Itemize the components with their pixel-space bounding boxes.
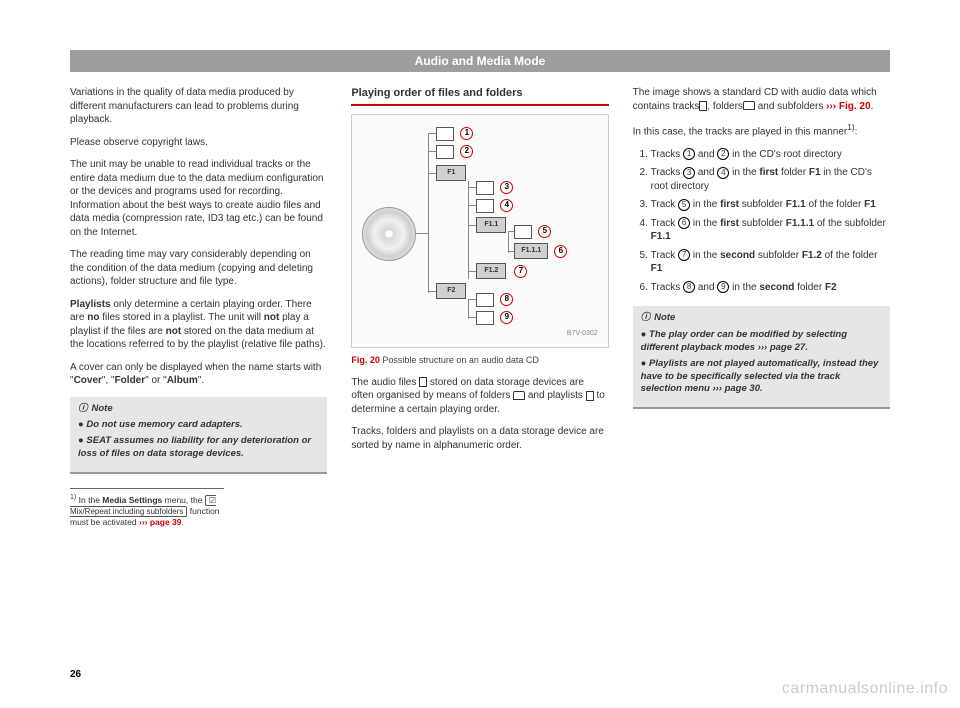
paragraph: The reading time may vary considerably d…	[70, 248, 327, 289]
figure: 1 2 F1 3 4 F1.1 5 F1.1.1 6	[351, 114, 608, 348]
callout-4: 4	[500, 199, 513, 212]
folder-node: F1.1	[476, 217, 506, 233]
track-node	[476, 199, 494, 213]
folder-node: F1.1.1	[514, 243, 548, 259]
num-circle: 7	[678, 249, 690, 261]
paragraph: Please observe copyright laws.	[70, 136, 327, 150]
callout-3: 3	[500, 181, 513, 194]
note-box: ⓘ Note ● Do not use memory card adapters…	[70, 397, 327, 474]
paragraph: Variations in the quality of data media …	[70, 86, 327, 127]
callout-5: 5	[538, 225, 551, 238]
folder-icon	[513, 391, 525, 400]
watermark: carmanualsonline.info	[782, 680, 948, 698]
note-bullet: ● The play order can be modified by sele…	[641, 329, 882, 355]
note-title: ⓘ Note	[641, 312, 882, 325]
list-item: Tracks 8 and 9 in the second folder F2	[651, 281, 890, 295]
ordered-list: Tracks 1 and 2 in the CD's root director…	[633, 148, 890, 295]
note-box: ⓘ Note ● The play order can be modified …	[633, 306, 890, 409]
column-2: Playing order of files and folders 1 2 F…	[351, 86, 608, 528]
callout-9: 9	[500, 311, 513, 324]
track-node	[476, 293, 494, 307]
num-circle: 6	[678, 217, 690, 229]
page-number: 26	[70, 669, 81, 680]
figure-id: B7V-0302	[567, 329, 598, 338]
num-circle: 3	[683, 167, 695, 179]
note-bullet: ● SEAT assumes no liability for any dete…	[78, 435, 319, 461]
folder-node: F2	[436, 283, 466, 299]
note-bullet: ● Playlists are not played automatically…	[641, 358, 882, 396]
folder-node: F1.2	[476, 263, 506, 279]
callout-6: 6	[554, 245, 567, 258]
playlist-icon	[586, 391, 594, 401]
callout-7: 7	[514, 265, 527, 278]
folder-icon	[743, 101, 755, 110]
file-icon	[419, 377, 427, 387]
subheading: Playing order of files and folders	[351, 86, 608, 106]
num-circle: 4	[717, 167, 729, 179]
note-title: ⓘ Note	[78, 403, 319, 416]
list-item: Tracks 1 and 2 in the CD's root director…	[651, 148, 890, 162]
track-node	[514, 225, 532, 239]
footnote: 1) In the Media Settings menu, the ☑ Mix…	[70, 488, 224, 529]
track-node	[436, 145, 454, 159]
num-circle: 1	[683, 148, 695, 160]
figure-caption: Fig. 20 Possible structure on an audio d…	[351, 354, 608, 366]
callout-1: 1	[460, 127, 473, 140]
track-node	[436, 127, 454, 141]
manual-page: Audio and Media Mode Variations in the q…	[0, 0, 960, 708]
track-node	[476, 181, 494, 195]
list-item: Tracks 3 and 4 in the first folder F1 in…	[651, 166, 890, 193]
info-icon: ⓘ	[641, 312, 651, 325]
paragraph: The unit may be unable to read individua…	[70, 158, 327, 239]
column-1: Variations in the quality of data media …	[70, 86, 327, 528]
section-header: Audio and Media Mode	[70, 50, 890, 72]
cd-icon	[362, 207, 416, 261]
num-circle: 8	[683, 281, 695, 293]
bold-text: Playlists	[70, 299, 111, 310]
paragraph: A cover can only be displayed when the n…	[70, 361, 327, 388]
paragraph: The audio files stored on data storage d…	[351, 376, 608, 417]
track-node	[476, 311, 494, 325]
paragraph: In this case, the tracks are played in t…	[633, 122, 890, 139]
callout-8: 8	[500, 293, 513, 306]
list-item: Track 5 in the first subfolder F1.1 of t…	[651, 198, 890, 212]
list-item: Track 6 in the first subfolder F1.1.1 of…	[651, 217, 890, 244]
num-circle: 2	[717, 148, 729, 160]
note-bullet: ● Do not use memory card adapters.	[78, 419, 319, 432]
paragraph: The image shows a standard CD with audio…	[633, 86, 890, 113]
folder-node: F1	[436, 165, 466, 181]
paragraph: Playlists only determine a certain playi…	[70, 298, 327, 352]
num-circle: 9	[717, 281, 729, 293]
list-item: Track 7 in the second subfolder F1.2 of …	[651, 249, 890, 276]
folder-tree-diagram: 1 2 F1 3 4 F1.1 5 F1.1.1 6	[358, 121, 601, 341]
info-icon: ⓘ	[78, 403, 88, 416]
num-circle: 5	[678, 199, 690, 211]
callout-2: 2	[460, 145, 473, 158]
content-columns: Variations in the quality of data media …	[70, 86, 890, 528]
column-3: The image shows a standard CD with audio…	[633, 86, 890, 528]
paragraph: Tracks, folders and playlists on a data …	[351, 425, 608, 452]
